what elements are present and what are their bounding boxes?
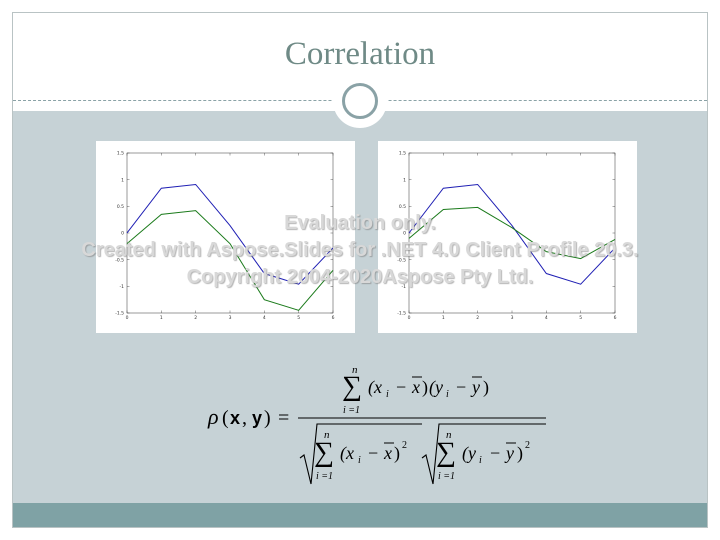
chart-left-series-2-line xyxy=(126,210,334,311)
numerator-y-sub: i xyxy=(446,389,449,400)
numerator-sum-lower: i =1 xyxy=(343,405,360,416)
chart-right-axes-box xyxy=(408,152,616,314)
denom-right-sum-lower: i =1 xyxy=(438,471,455,482)
formula-lhs-close: ) xyxy=(264,407,271,429)
divider-ring-icon xyxy=(342,83,378,119)
chart-right-ytick-label: 0.5 xyxy=(399,204,406,210)
chart-right-ytick-label: 1 xyxy=(403,177,406,183)
denom-y-squared: 2 xyxy=(525,440,530,451)
numerator-xbar: x xyxy=(411,377,420,397)
chart-left-series-1-line xyxy=(126,183,334,285)
chart-left-xtick-label: 4 xyxy=(263,315,266,321)
formula-bold-y: y xyxy=(252,408,262,428)
denom-left-sum-upper: n xyxy=(324,429,330,441)
radical-left-icon xyxy=(299,423,422,485)
chart-left-xtick-label: 2 xyxy=(194,315,197,321)
denom-left-sum: ∑ xyxy=(314,437,334,468)
numerator-sum-upper: n xyxy=(352,364,358,376)
numerator-x-sub: i xyxy=(386,389,389,400)
chart-right-ytick-label: -1.5 xyxy=(397,311,406,317)
denom-left-sum-lower: i =1 xyxy=(316,471,333,482)
formula-lhs-comma: , xyxy=(242,407,247,429)
chart-right-xtick-label: 0 xyxy=(408,315,411,321)
denom-x-squared: 2 xyxy=(402,440,407,451)
watermark-line-3: Copyright 2004-2020Aspose Pty Ltd. xyxy=(186,266,534,288)
denom-y-minus: − xyxy=(490,443,500,463)
numerator-x-close: ) xyxy=(422,377,428,398)
formula-rho: ρ xyxy=(207,404,219,429)
formula-lhs-open: ( xyxy=(222,407,229,429)
denom-right-sum-upper: n xyxy=(446,429,452,441)
chart-right-xtick-label: 1 xyxy=(442,315,445,321)
chart-left-ytick-label: 0.5 xyxy=(117,204,124,210)
chart-right-ytick-label: 0 xyxy=(403,231,406,237)
chart-right-xtick-label: 5 xyxy=(579,315,582,321)
denom-y-term: (y xyxy=(462,443,476,464)
chart-left-plot: -1.5 -1 -0.5 0 0.5 1 1.5 0 1 2 3 4 5 6 xyxy=(115,151,335,321)
numerator-sum: ∑ xyxy=(342,371,362,402)
chart-left-xtick-label: 0 xyxy=(126,315,129,321)
chart-left-xtick-label: 6 xyxy=(332,315,335,321)
chart-left-ytick-label: -1.5 xyxy=(115,311,124,317)
denom-y-close: ) xyxy=(517,443,523,464)
numerator-y-minus: − xyxy=(456,377,466,397)
chart-left: -1.5 -1 -0.5 0 0.5 1 1.5 0 1 2 3 4 5 6 xyxy=(96,141,355,333)
numerator-ybar: y xyxy=(470,377,480,397)
chart-right-xtick-label: 3 xyxy=(511,315,514,321)
numerator-x-minus: − xyxy=(396,377,406,397)
denom-right-sum: ∑ xyxy=(436,437,456,468)
chart-right-series-2-line xyxy=(408,206,616,260)
chart-left-xtick-label: 3 xyxy=(229,315,232,321)
denom-x-sub: i xyxy=(358,455,361,466)
denom-ybar: y xyxy=(504,443,514,463)
slide-title: Correlation xyxy=(284,36,436,72)
chart-left-ytick-label: 1 xyxy=(121,177,124,183)
numerator-y-term: (y xyxy=(429,377,443,398)
footer-bar xyxy=(13,503,707,527)
correlation-formula: ρ ( x , y ) = n ∑ i =1 (x i − x ) (y i −… xyxy=(200,360,560,490)
chart-right-plot: -1.5 -1 -0.5 0 0.5 1 1.5 0 1 2 3 4 5 6 xyxy=(397,151,617,321)
chart-right-xtick-label: 2 xyxy=(476,315,479,321)
chart-right-ytick-label: 1.5 xyxy=(399,151,406,157)
chart-right: -1.5 -1 -0.5 0 0.5 1 1.5 0 1 2 3 4 5 6 xyxy=(378,141,637,333)
numerator-x-term: (x xyxy=(368,377,382,398)
chart-right-series-1-line xyxy=(408,183,616,285)
chart-right-ytick-label: -0.5 xyxy=(397,257,406,263)
denom-x-term: (x xyxy=(340,443,354,464)
chart-left-ytick-label: -0.5 xyxy=(115,257,124,263)
denom-x-close: ) xyxy=(394,443,400,464)
denom-y-sub: i xyxy=(479,455,482,466)
chart-left-xtick-label: 5 xyxy=(297,315,300,321)
chart-left-ytick-label: 1.5 xyxy=(117,151,124,157)
formula-svg: ρ ( x , y ) = n ∑ i =1 (x i − x ) (y i −… xyxy=(207,364,546,485)
watermark-line-1: Evaluation only. xyxy=(284,212,436,234)
denom-x-minus: − xyxy=(368,443,378,463)
formula-bold-x: x xyxy=(230,408,240,428)
chart-right-ytick-label: -1 xyxy=(402,284,407,290)
watermark-line-2: Created with Aspose.Slides for .NET 4.0 … xyxy=(81,239,639,261)
chart-left-ytick-label: -1 xyxy=(120,284,125,290)
denom-xbar: x xyxy=(383,443,392,463)
chart-right-xtick-label: 4 xyxy=(545,315,548,321)
chart-left-ytick-label: 0 xyxy=(121,231,124,237)
formula-equals: = xyxy=(278,407,289,429)
chart-left-xtick-label: 1 xyxy=(160,315,163,321)
radical-right-icon xyxy=(421,423,546,485)
chart-left-axes-box xyxy=(126,152,334,314)
chart-right-xtick-label: 6 xyxy=(614,315,617,321)
numerator-y-close: ) xyxy=(483,377,489,398)
